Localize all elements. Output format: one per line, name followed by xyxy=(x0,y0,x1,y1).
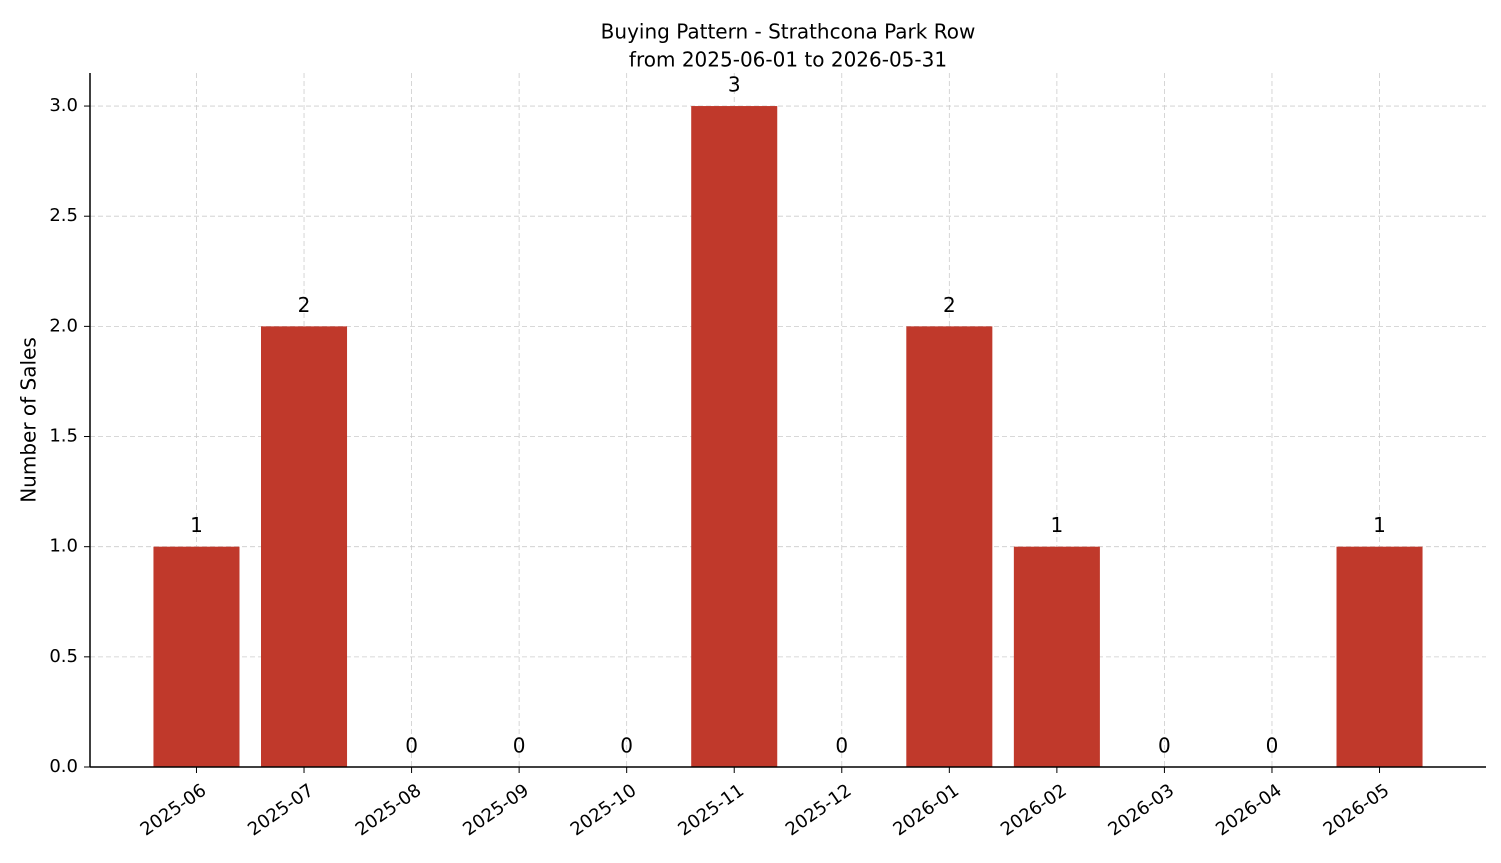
bar xyxy=(1336,546,1423,767)
y-tick-label: 2.0 xyxy=(49,315,78,336)
value-label: 0 xyxy=(513,734,526,758)
x-tick-label: 2026-04 xyxy=(1212,780,1286,840)
value-label: 2 xyxy=(298,293,311,317)
x-tick-label: 2025-12 xyxy=(782,780,856,840)
value-label: 3 xyxy=(728,73,741,97)
value-label: 1 xyxy=(190,513,203,537)
chart-title: Buying Pattern - Strathcona Park Row xyxy=(601,20,976,44)
x-tick-label: 2025-08 xyxy=(352,780,426,840)
value-label: 1 xyxy=(1051,513,1064,537)
x-tick-label: 2026-03 xyxy=(1105,780,1179,840)
y-tick-label: 3.0 xyxy=(49,95,78,116)
bar xyxy=(153,546,240,767)
value-label: 0 xyxy=(835,734,848,758)
value-label: 0 xyxy=(620,734,633,758)
x-tick-label: 2026-02 xyxy=(997,780,1071,840)
x-tick-label: 2025-07 xyxy=(244,780,318,840)
x-tick-label: 2025-06 xyxy=(137,780,211,840)
value-label: 0 xyxy=(1158,734,1171,758)
value-label: 0 xyxy=(405,734,418,758)
y-axis-label: Number of Sales xyxy=(17,337,41,503)
y-tick-label: 1.5 xyxy=(49,426,78,447)
x-tick-label: 2025-11 xyxy=(674,780,748,840)
x-tick-label: 2026-01 xyxy=(889,780,963,840)
x-tick-label: 2025-09 xyxy=(459,780,533,840)
value-label: 2 xyxy=(943,293,956,317)
x-tick-label: 2026-05 xyxy=(1320,780,1394,840)
value-label: 0 xyxy=(1266,734,1279,758)
x-tick-label: 2025-10 xyxy=(567,780,641,840)
bar xyxy=(1013,546,1100,767)
bar xyxy=(906,326,993,767)
y-tick-label: 1.0 xyxy=(49,536,78,557)
y-tick-label: 0.5 xyxy=(49,646,78,667)
y-tick-label: 2.5 xyxy=(49,205,78,226)
value-label: 1 xyxy=(1373,513,1386,537)
chart-subtitle: from 2025-06-01 to 2026-05-31 xyxy=(629,48,947,72)
y-tick-label: 0.0 xyxy=(49,756,78,777)
bar xyxy=(691,106,778,768)
bar xyxy=(261,326,348,767)
